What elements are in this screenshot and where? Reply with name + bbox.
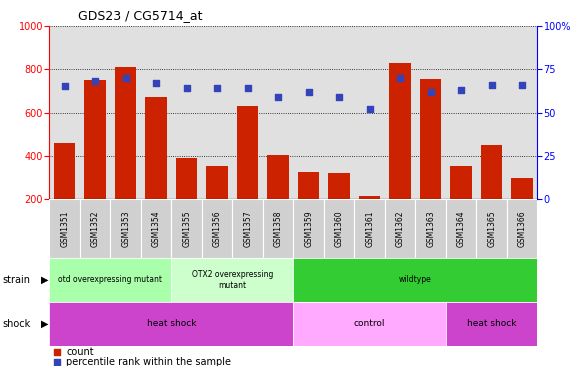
Bar xyxy=(293,258,537,302)
Text: GSM1366: GSM1366 xyxy=(518,210,526,247)
Point xyxy=(121,75,130,81)
Point xyxy=(213,85,222,91)
Text: wildtype: wildtype xyxy=(399,276,432,284)
Bar xyxy=(476,199,507,258)
Bar xyxy=(80,199,110,258)
Bar xyxy=(49,199,80,258)
Bar xyxy=(84,80,106,199)
Point xyxy=(182,85,191,91)
Bar xyxy=(446,302,537,346)
Bar xyxy=(511,178,533,199)
Bar xyxy=(263,199,293,258)
Bar xyxy=(328,173,350,199)
Bar xyxy=(176,158,198,199)
Text: shock: shock xyxy=(3,319,31,329)
Bar xyxy=(171,258,293,302)
Text: GSM1356: GSM1356 xyxy=(213,210,221,247)
Bar xyxy=(354,199,385,258)
Bar xyxy=(110,199,141,258)
Bar xyxy=(507,199,537,258)
Bar xyxy=(298,172,320,199)
Bar xyxy=(420,79,442,199)
Text: ▶: ▶ xyxy=(41,275,48,285)
Bar xyxy=(49,258,171,302)
Text: strain: strain xyxy=(3,275,31,285)
Bar xyxy=(232,199,263,258)
Point xyxy=(518,82,527,88)
Text: ▶: ▶ xyxy=(41,319,48,329)
Text: GSM1354: GSM1354 xyxy=(152,210,160,247)
Point xyxy=(396,75,405,81)
Bar xyxy=(267,155,289,199)
Bar xyxy=(293,199,324,258)
Text: percentile rank within the sample: percentile rank within the sample xyxy=(66,356,231,366)
Text: OTX2 overexpressing
mutant: OTX2 overexpressing mutant xyxy=(192,270,273,290)
Text: heat shock: heat shock xyxy=(467,320,517,328)
Text: GSM1360: GSM1360 xyxy=(335,210,343,247)
Text: GSM1351: GSM1351 xyxy=(60,210,69,247)
Text: GSM1364: GSM1364 xyxy=(457,210,465,247)
Bar xyxy=(202,199,232,258)
Bar xyxy=(415,199,446,258)
Point xyxy=(152,80,161,86)
Text: count: count xyxy=(66,347,94,356)
Bar xyxy=(141,199,171,258)
Bar xyxy=(450,166,472,199)
Bar xyxy=(145,97,167,199)
Bar xyxy=(389,63,411,199)
Text: GSM1362: GSM1362 xyxy=(396,210,404,247)
Text: GSM1353: GSM1353 xyxy=(121,210,130,247)
Point xyxy=(274,94,283,100)
Point xyxy=(335,94,344,100)
Text: GSM1355: GSM1355 xyxy=(182,210,191,247)
Bar xyxy=(293,302,446,346)
Bar xyxy=(385,199,415,258)
Point xyxy=(91,78,100,84)
Bar xyxy=(171,199,202,258)
Point xyxy=(304,89,313,94)
Point xyxy=(60,83,69,89)
Point xyxy=(426,89,435,94)
Text: GSM1361: GSM1361 xyxy=(365,210,374,247)
Bar xyxy=(324,199,354,258)
Text: control: control xyxy=(354,320,385,328)
Point xyxy=(356,313,365,318)
Point xyxy=(487,82,496,88)
Bar xyxy=(481,145,503,199)
Point xyxy=(356,221,365,227)
Bar xyxy=(115,67,137,199)
Text: GSM1363: GSM1363 xyxy=(426,210,435,247)
Text: GSM1358: GSM1358 xyxy=(274,210,282,247)
Point xyxy=(457,87,466,93)
Bar xyxy=(49,302,293,346)
Bar xyxy=(237,106,259,199)
Point xyxy=(365,106,374,112)
Bar xyxy=(359,196,381,199)
Bar xyxy=(54,143,76,199)
Text: GSM1352: GSM1352 xyxy=(91,210,99,247)
Bar xyxy=(446,199,476,258)
Point xyxy=(243,85,252,91)
Bar xyxy=(206,166,228,199)
Text: GSM1357: GSM1357 xyxy=(243,210,252,247)
Text: GSM1365: GSM1365 xyxy=(487,210,496,247)
Text: otd overexpressing mutant: otd overexpressing mutant xyxy=(58,276,163,284)
Text: GDS23 / CG5714_at: GDS23 / CG5714_at xyxy=(78,9,203,22)
Text: GSM1359: GSM1359 xyxy=(304,210,313,247)
Text: heat shock: heat shock xyxy=(146,320,196,328)
